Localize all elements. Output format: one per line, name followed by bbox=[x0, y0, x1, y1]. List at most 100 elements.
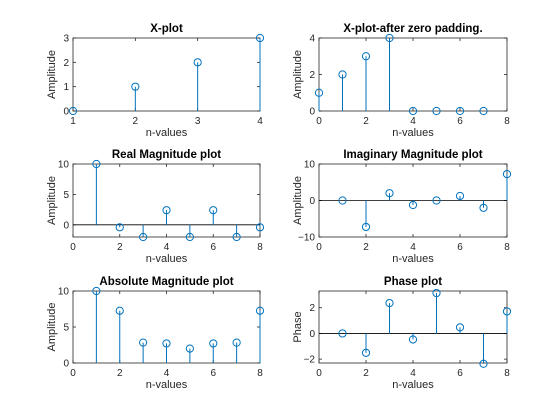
x-tick-label: 2 bbox=[363, 242, 369, 253]
y-axis-label: Phase bbox=[292, 311, 304, 342]
stem-marker bbox=[255, 223, 265, 232]
x-tick-label: 4 bbox=[164, 368, 170, 379]
stem-marker bbox=[455, 191, 465, 201]
stem-marker bbox=[361, 222, 371, 232]
subplot-title: Phase plot bbox=[384, 276, 442, 288]
x-tick-label: 4 bbox=[410, 368, 416, 379]
y-tick-label: 3 bbox=[63, 34, 69, 45]
stem-marker bbox=[255, 33, 265, 43]
x-tick-label: 0 bbox=[316, 368, 322, 379]
y-tick-label: 10 bbox=[304, 160, 316, 171]
subplot-5: 0 2 4 6 8 0 5 10 Absolute Magnitude plot n-values… bbox=[46, 276, 265, 391]
y-axis-label: Amplitude bbox=[46, 50, 58, 99]
y-tick-label: 0 bbox=[63, 359, 69, 370]
y-axis-label: Amplitude bbox=[46, 303, 58, 352]
stem-marker bbox=[232, 232, 241, 242]
axes-box bbox=[318, 37, 508, 112]
x-axis-label: n-values bbox=[146, 127, 188, 139]
stem-marker bbox=[361, 348, 371, 357]
axes-box bbox=[72, 163, 261, 238]
y-tick-label: 4 bbox=[309, 34, 315, 45]
stem-marker bbox=[185, 232, 194, 242]
subplot-title: X-plot-after zero padding. bbox=[343, 23, 482, 35]
stem-marker bbox=[408, 200, 418, 210]
x-axis-label: n-values bbox=[146, 253, 188, 265]
stem-marker bbox=[162, 339, 171, 348]
stem-marker bbox=[455, 106, 465, 116]
x-tick-label: 6 bbox=[210, 242, 216, 253]
y-tick-label: 10 bbox=[58, 287, 70, 298]
stem-marker bbox=[139, 338, 148, 347]
subplot-3: 0 2 4 6 8 0 5 10 Real Magnitude plot n-values Ampl… bbox=[46, 149, 265, 265]
stem-marker bbox=[432, 196, 441, 205]
x-tick-label: 8 bbox=[257, 242, 263, 253]
y-axis-label: Amplitude bbox=[292, 50, 304, 99]
x-tick-label: 0 bbox=[70, 368, 76, 379]
subplot-title: Real Magnitude plot bbox=[112, 149, 221, 161]
x-tick-label: 8 bbox=[504, 368, 510, 379]
x-tick-label: 2 bbox=[363, 116, 369, 127]
stem-marker bbox=[131, 82, 140, 91]
x-tick-label: 6 bbox=[457, 116, 463, 127]
stem-marker bbox=[92, 159, 101, 169]
stem-marker bbox=[385, 189, 394, 198]
stem-marker bbox=[68, 106, 78, 116]
x-tick-label: 0 bbox=[316, 242, 322, 253]
y-tick-label: 2 bbox=[63, 58, 69, 69]
y-tick-label: 10 bbox=[58, 160, 70, 171]
y-tick-label: 5 bbox=[63, 190, 69, 201]
y-tick-label: 2 bbox=[309, 70, 315, 81]
x-axis-label: n-values bbox=[392, 379, 434, 391]
axes-box bbox=[318, 290, 508, 364]
x-tick-label: 2 bbox=[133, 116, 139, 127]
stem-marker bbox=[408, 106, 418, 116]
y-tick-label: 0 bbox=[63, 107, 69, 118]
x-tick-label: 0 bbox=[316, 116, 322, 127]
stem-marker bbox=[255, 306, 265, 315]
stem-marker bbox=[408, 335, 418, 344]
stem-marker bbox=[209, 339, 218, 348]
y-tick-label: 0 bbox=[63, 220, 69, 231]
stem-marker bbox=[455, 323, 465, 332]
stem-marker bbox=[385, 298, 394, 308]
x-tick-label: 6 bbox=[457, 368, 463, 379]
x-tick-label: 4 bbox=[257, 116, 263, 127]
x-tick-label: 8 bbox=[504, 116, 510, 127]
y-tick-label: 1 bbox=[63, 82, 69, 93]
x-axis-label: n-values bbox=[392, 253, 434, 265]
y-axis-label: Amplitude bbox=[46, 176, 58, 225]
stem-marker bbox=[502, 169, 512, 179]
y-tick-label: 2 bbox=[309, 303, 315, 314]
y-tick-label: −2 bbox=[304, 355, 316, 366]
stem-marker bbox=[314, 88, 324, 97]
stem-marker bbox=[209, 206, 218, 215]
stem-marker bbox=[92, 286, 101, 296]
stem-marker bbox=[193, 58, 202, 67]
x-tick-label: 2 bbox=[363, 368, 369, 379]
stem-marker bbox=[338, 329, 347, 338]
stem-marker bbox=[338, 70, 347, 79]
axes-box bbox=[72, 37, 261, 112]
stem-marker bbox=[479, 359, 488, 368]
subplot-title: Absolute Magnitude plot bbox=[99, 276, 233, 288]
stem-marker bbox=[479, 203, 488, 212]
y-tick-label: 5 bbox=[63, 323, 69, 334]
x-tick-label: 4 bbox=[410, 242, 416, 253]
stem-marker bbox=[432, 288, 441, 298]
x-tick-label: 2 bbox=[117, 242, 123, 253]
x-tick-label: 8 bbox=[257, 368, 263, 379]
y-tick-label: 0 bbox=[309, 196, 315, 207]
x-tick-label: 6 bbox=[210, 368, 216, 379]
x-tick-label: 4 bbox=[410, 116, 416, 127]
x-axis-label: n-values bbox=[392, 127, 434, 139]
x-tick-label: 2 bbox=[117, 368, 123, 379]
stem-marker bbox=[162, 206, 171, 215]
stem-marker bbox=[502, 307, 512, 316]
subplot-title: Imaginary Magnitude plot bbox=[343, 149, 482, 161]
y-tick-label: 0 bbox=[309, 329, 315, 340]
stem-marker bbox=[432, 106, 441, 116]
y-axis-label: Amplitude bbox=[292, 176, 304, 225]
